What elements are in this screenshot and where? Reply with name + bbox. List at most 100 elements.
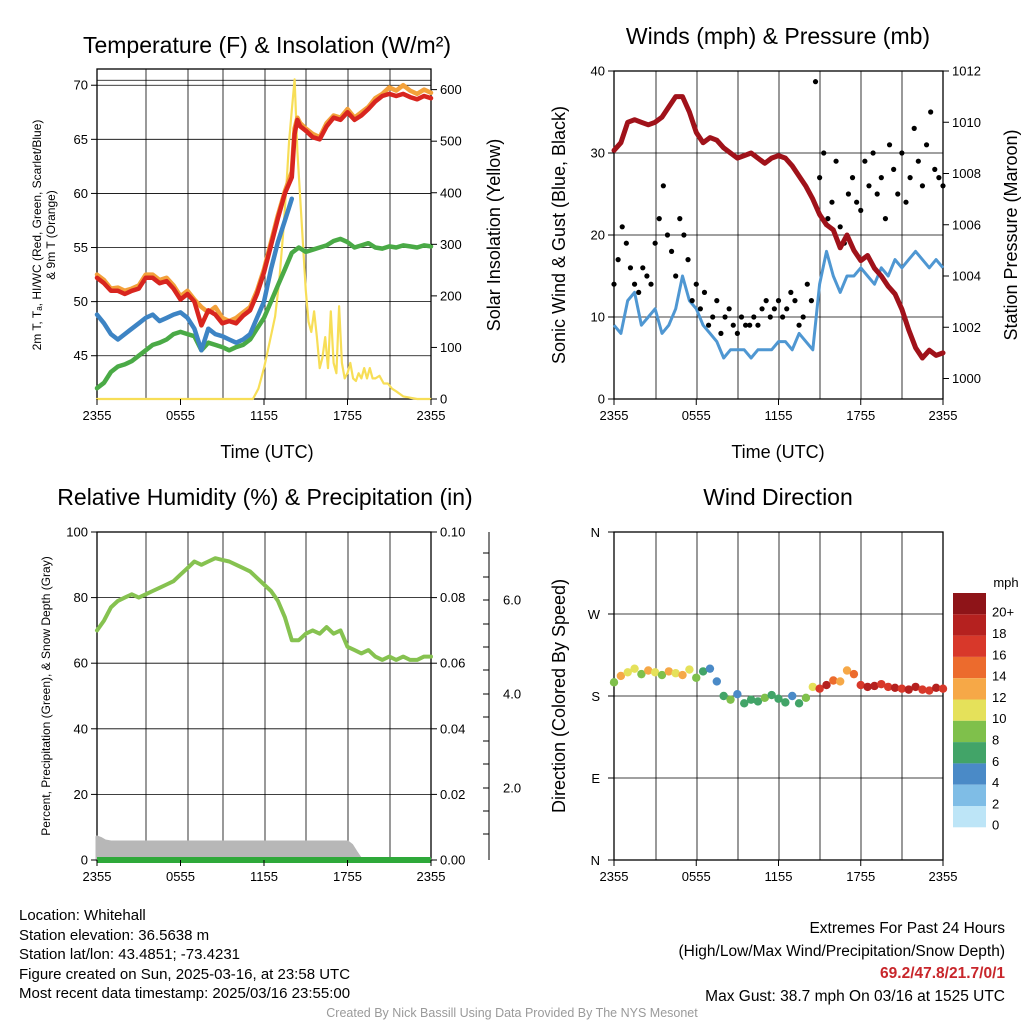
- gust-point: [919, 183, 926, 189]
- y-tick-label: 40: [591, 64, 605, 79]
- legend-label: 16: [992, 647, 1006, 662]
- created-text: Figure created on Sun, 2025-03-16, at 23…: [19, 965, 351, 983]
- extremes-box: Extremes For Past 24 Hours (High/Low/Max…: [679, 918, 1006, 1008]
- y2-tick-label: 0.10: [440, 525, 465, 540]
- gust-point: [664, 232, 671, 238]
- wind-direction-point: [897, 684, 907, 693]
- wind-direction-point: [890, 683, 900, 692]
- gust-point: [837, 224, 843, 230]
- y-tick-label: N: [591, 853, 600, 868]
- y2-tick-label: 0: [440, 392, 447, 407]
- gust-point: [804, 281, 810, 287]
- gust-point: [726, 306, 732, 312]
- gust-point: [636, 289, 642, 295]
- wind-direction-point: [740, 699, 749, 708]
- legend-label: 8: [992, 732, 999, 747]
- x-tick-label: 1755: [846, 408, 875, 423]
- wind-direction-point: [726, 695, 735, 704]
- legend-swatch: [953, 593, 986, 615]
- recent-data-text: Most recent data timestamp: 2025/03/16 2…: [19, 985, 351, 1002]
- gust-point: [812, 79, 819, 85]
- x-tick-label: 1155: [765, 408, 793, 423]
- credit-text: Created By Nick Bassill Using Data Provi…: [326, 1006, 698, 1020]
- gust-point: [730, 322, 736, 328]
- extremes-values: 69.2/47.8/21.7/0/1: [880, 965, 1005, 982]
- y2-tick-label: 300: [440, 237, 462, 252]
- y-axis-label: Sonic Wind & Gust (Blue, Black): [549, 106, 569, 364]
- y2-tick-label: 1000: [952, 371, 981, 386]
- wind-direction-point: [918, 685, 927, 694]
- y2-tick-label: 0.08: [440, 590, 465, 605]
- x-tick-label: 1155: [250, 408, 278, 423]
- y-tick-label: 100: [66, 525, 88, 540]
- gust-point: [705, 322, 712, 328]
- gust-point: [874, 191, 880, 197]
- y2-tick-label: 1002: [952, 320, 981, 335]
- y2-tick-label: 0.06: [440, 656, 465, 671]
- gust-point: [833, 158, 839, 164]
- snow-tick-label: 4.0: [503, 687, 521, 702]
- gust-point: [697, 306, 703, 312]
- wind-direction-point: [692, 673, 701, 682]
- wind-direction-point: [904, 685, 913, 694]
- wind-direction-point: [883, 682, 893, 692]
- humidity-panel: 0 20 40 60 80 100 0.00 0.02 0.04 0.06 0.08 0.10 2.0 4…: [39, 484, 521, 884]
- legend-label: 14: [992, 669, 1006, 684]
- wind-direction-point: [863, 682, 872, 692]
- gust-point: [722, 314, 728, 320]
- y-tick-label: 40: [74, 721, 88, 736]
- y2-tick-label: 200: [440, 288, 462, 303]
- gust-point: [911, 125, 917, 131]
- legend-swatch: [953, 635, 986, 657]
- station-info: Location: Whitehall Station elevation: 3…: [19, 906, 350, 1004]
- y2-tick-label: 1004: [952, 269, 981, 284]
- legend-label: 18: [992, 626, 1006, 641]
- sonic-wind-series-line: [612, 249, 945, 360]
- gust-point: [718, 330, 724, 336]
- gust-point: [895, 191, 901, 197]
- wind-direction-point: [644, 666, 653, 675]
- snow-tick-label: 6.0: [503, 593, 521, 608]
- gust-point: [623, 240, 629, 246]
- gust-point: [899, 150, 905, 156]
- gust-point: [763, 298, 769, 304]
- x-tick-label: 2355: [417, 869, 446, 884]
- legend-swatch: [953, 699, 986, 721]
- y-tick-label: 70: [74, 78, 88, 93]
- wind-direction-point: [849, 669, 859, 679]
- gust-point: [710, 314, 716, 320]
- y-tick-label: 0: [81, 853, 88, 868]
- gust-point: [755, 322, 761, 328]
- legend-label: 10: [992, 711, 1006, 726]
- legend-swatch: [953, 656, 986, 679]
- y-axis-label: Direction (Colored By Speed): [549, 579, 569, 813]
- y-tick-label: 10: [591, 310, 605, 325]
- wind-direction-point: [788, 691, 797, 701]
- gust-point: [936, 175, 942, 181]
- y-tick-label: 30: [591, 146, 605, 161]
- wind-direction-point: [685, 665, 694, 674]
- gust-point: [788, 289, 794, 295]
- gust-point: [858, 207, 864, 213]
- gust-point: [854, 199, 860, 205]
- gust-point: [689, 298, 695, 304]
- wind-direction-point: [650, 668, 660, 677]
- extremes-title: Extremes For Past 24 Hours: [809, 920, 1005, 937]
- legend-swatch: [953, 742, 986, 764]
- y-axis-label: & 9m T (Orange): [44, 190, 58, 280]
- plot-frame: [96, 531, 432, 861]
- gust-point: [685, 257, 691, 263]
- y-tick-label: 20: [591, 228, 605, 243]
- y-tick-label: S: [591, 689, 600, 704]
- y2-axis-label: Solar Insolation (Yellow): [484, 139, 504, 331]
- gust-point: [734, 330, 740, 336]
- gust-point: [882, 216, 889, 222]
- max-gust-text: Max Gust: 38.7 mph On 03/16 at 1525 UTC: [705, 987, 1005, 1005]
- gust-point: [681, 232, 687, 238]
- x-axis-label: Time (UTC): [220, 442, 313, 462]
- gust-point: [775, 298, 782, 304]
- winds-panel: 0 10 20 30 40 1000 1002 1004 1006 1008 1010 1012 235…: [549, 23, 1021, 462]
- gust-point: [767, 314, 773, 320]
- x-tick-label: 1755: [846, 869, 875, 884]
- chart-title: Relative Humidity (%) & Precipitation (i…: [57, 484, 472, 510]
